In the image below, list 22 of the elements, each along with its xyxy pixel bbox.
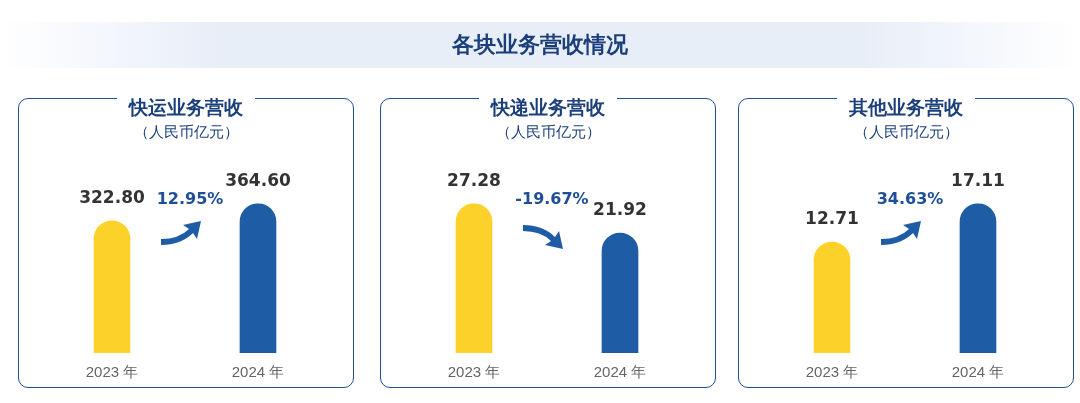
x-tick-label: 2024 年 — [951, 363, 1005, 381]
chart-subtitle: （人民币亿元） — [132, 123, 240, 142]
x-tick-label: 2024 年 — [593, 363, 647, 381]
data-label: 322.80 — [79, 186, 145, 207]
data-label: 12.71 — [805, 208, 859, 229]
x-tick-label: 2023 年 — [805, 363, 859, 381]
annotation: 34.63% — [875, 189, 945, 208]
annotation: -19.67% — [515, 189, 589, 208]
x-tick-label: 2023 年 — [447, 363, 501, 381]
chart-title: 其他业务营收 — [837, 96, 975, 118]
chart-title: 快递业务营收 — [479, 96, 617, 118]
chart-subtitle: （人民币亿元） — [852, 123, 960, 142]
x-tick-label: 2023 年 — [85, 363, 139, 381]
data-label: 21.92 — [593, 199, 647, 220]
text: 各块业务营收情况 — [451, 31, 629, 59]
data-label: 27.28 — [447, 169, 501, 190]
data-label: 364.60 — [225, 169, 291, 190]
chart-subtitle: （人民币亿元） — [494, 123, 602, 142]
x-tick-label: 2024 年 — [231, 363, 285, 381]
data-label: 17.11 — [951, 169, 1005, 190]
annotation: 12.95% — [156, 189, 224, 208]
chart-title: 快运业务营收 — [117, 96, 255, 118]
